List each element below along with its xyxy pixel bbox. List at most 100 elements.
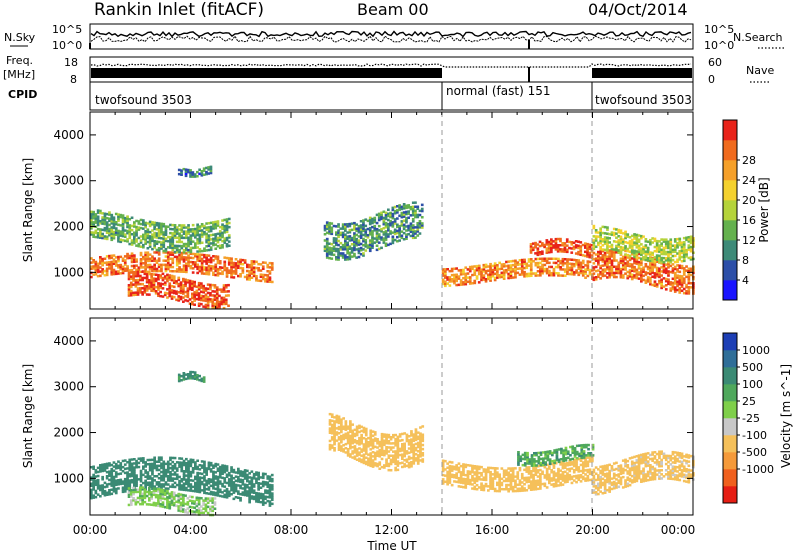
power-cell	[597, 259, 600, 262]
power-cell	[382, 220, 386, 224]
power-cell	[170, 274, 174, 278]
velocity-cell	[330, 429, 334, 433]
power-cell	[450, 267, 454, 271]
power-cell	[592, 245, 596, 248]
velocity-cell	[203, 464, 206, 468]
power-cell	[220, 298, 224, 302]
power-cell	[114, 272, 118, 276]
velocity-cell	[414, 430, 418, 433]
velocity-cell	[142, 461, 145, 464]
power-cell	[653, 237, 657, 241]
velocity-cell	[340, 426, 343, 430]
power-cell	[182, 296, 185, 299]
velocity-cell	[264, 489, 267, 492]
power-cell	[529, 245, 533, 248]
power-cell	[134, 283, 138, 286]
velocity-cell	[159, 498, 162, 502]
velocity-cell	[187, 478, 190, 482]
power-cell	[200, 284, 203, 287]
power-cell	[135, 232, 138, 235]
power-cell	[606, 272, 609, 275]
power-cell	[689, 237, 693, 241]
power-cell	[216, 274, 220, 277]
velocity-cell	[401, 445, 404, 448]
velocity-cell	[166, 504, 169, 507]
power-cell	[145, 287, 149, 290]
power-cell	[459, 268, 463, 272]
power-cell	[153, 259, 156, 262]
power-cell	[678, 274, 682, 278]
power-cell	[195, 289, 199, 293]
power-cell	[96, 262, 100, 265]
velocity-cell	[234, 485, 238, 489]
power-cell	[640, 247, 643, 250]
velocity-cell	[340, 434, 343, 438]
power-cell	[597, 269, 600, 272]
power-cell	[94, 229, 98, 233]
power-cell	[173, 236, 177, 239]
power-cell	[606, 267, 609, 271]
power-cell	[221, 223, 224, 226]
power-cell	[362, 221, 365, 224]
power-cell	[101, 222, 104, 225]
power-cell	[630, 253, 634, 256]
velocity-cell	[182, 500, 185, 503]
power-cell	[572, 245, 576, 249]
velocity-cell	[333, 422, 336, 425]
power-cell	[121, 218, 125, 221]
velocity-cell	[196, 471, 199, 475]
power-cell	[484, 263, 488, 267]
velocity-cell	[351, 452, 354, 455]
velocity-cell	[371, 430, 375, 433]
power-cell	[139, 218, 143, 222]
velocity-cell	[105, 493, 109, 496]
velocity-cell	[151, 473, 154, 476]
power-cell	[608, 276, 611, 279]
power-cell	[212, 265, 215, 268]
velocity-cell	[123, 477, 127, 481]
velocity-cell	[148, 488, 151, 492]
power-cell	[171, 238, 175, 241]
power-cell	[328, 248, 331, 252]
power-cell	[168, 292, 172, 296]
power-cell	[325, 225, 329, 228]
power-cell	[177, 291, 181, 294]
power-cell	[418, 226, 422, 229]
power-cell	[339, 231, 343, 235]
power-cell	[529, 274, 533, 277]
power-cell	[556, 248, 560, 251]
power-cell	[660, 258, 663, 262]
power-cell	[178, 228, 181, 231]
power-cell	[337, 247, 340, 251]
velocity-cell	[157, 472, 161, 476]
power-cell	[148, 263, 152, 267]
power-cell	[214, 239, 218, 242]
velocity-cell	[189, 479, 193, 482]
velocity-cell	[90, 488, 93, 492]
velocity-cell	[103, 463, 107, 466]
velocity-cell	[134, 488, 138, 492]
power-cell	[344, 243, 347, 247]
power-cell	[194, 236, 197, 239]
velocity-cell	[421, 435, 425, 438]
velocity-cell	[153, 462, 156, 466]
velocity-cell	[342, 425, 345, 428]
velocity-cell	[412, 458, 416, 461]
velocity-cell	[353, 434, 357, 438]
power-cell	[402, 215, 406, 218]
power-cell	[414, 230, 417, 233]
velocity-cell	[187, 468, 190, 471]
power-cell	[505, 271, 508, 274]
power-cell	[570, 258, 574, 261]
power-cell	[150, 287, 153, 290]
power-cell	[446, 268, 449, 271]
velocity-cell	[335, 433, 339, 436]
velocity-cell	[94, 489, 98, 493]
power-cell	[640, 280, 643, 283]
power-cell	[455, 275, 458, 279]
power-cell	[148, 293, 151, 296]
power-cell	[687, 256, 691, 260]
velocity-cell	[252, 495, 256, 499]
power-cell	[539, 265, 542, 269]
power-cell	[375, 221, 379, 225]
